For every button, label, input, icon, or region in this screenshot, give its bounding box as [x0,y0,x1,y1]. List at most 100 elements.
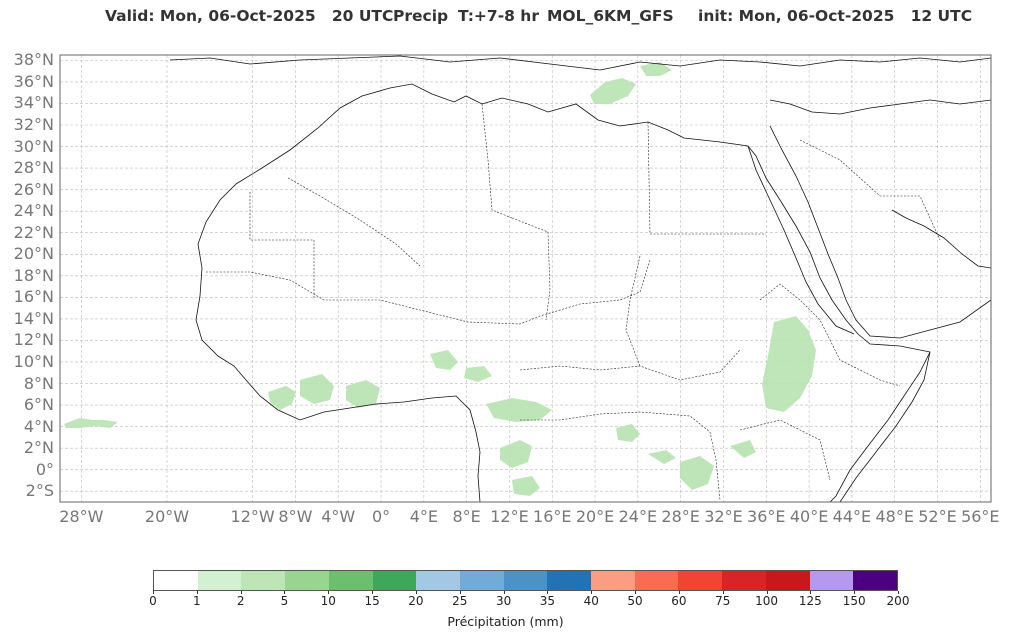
precip-drc [616,424,676,464]
lon-label: 24°E [618,507,658,526]
car-border [519,349,741,381]
colorbar [153,570,898,591]
lead-time: T:+7-8 hr [458,7,539,25]
colorbar-bin [372,571,417,590]
map-frame [59,54,992,503]
init-time: init: Mon, 06-Oct-2025 12 UTC [698,7,973,25]
lat-label: 6°N [23,395,54,415]
chad-sudan-border [625,255,641,367]
lat-label: 20°N [13,244,54,264]
med-north [169,55,991,71]
colorbar-tick-label: 2 [236,594,245,608]
colorbar-tick-label: 60 [671,594,687,608]
colorbar-tick-label: 125 [798,594,822,608]
colorbar-tick [547,591,549,594]
algeria-libya-border [481,103,513,219]
precip-layer [64,62,816,496]
colorbar-tick [722,591,724,594]
colorbar-tick [372,591,374,594]
colorbar-tick-label: 50 [627,594,643,608]
lat-label: 28°N [13,158,54,178]
colorbar-bin [285,571,329,590]
colorbar-bin [591,571,635,590]
colorbar-tick-label: 15 [364,594,380,608]
sahel-border [206,259,651,325]
lon-label: 52°E [918,507,957,526]
colorbar-bin [809,571,854,590]
lat-label: 30°N [13,136,54,156]
colorbar-bin [634,571,679,590]
colorbar-bin [416,571,460,590]
colorbar-bin [197,571,242,590]
colorbar-tick [328,591,330,594]
colorbar-bin [853,571,897,590]
lon-label: 32°E [704,507,743,526]
lat-label: 26°N [13,179,54,199]
colorbar-tick-label: 35 [539,594,556,608]
lon-label: 28°E [661,507,700,526]
lat-label: 38°N [13,50,54,70]
lon-label: 8°W [278,507,313,526]
colorbar-tick [591,591,593,594]
precip-ivory-coast [300,374,334,404]
lat-label: 10°N [13,351,54,371]
precip-cameroon [486,398,552,422]
model-name: MOL_6KM_GFS [547,7,674,25]
colorbar-tick [284,591,286,594]
colorbar-tick-label: 10 [320,594,336,608]
lon-label: 4°W [321,507,356,526]
colorbar-tick [766,591,768,594]
west-africa-coast [195,243,481,502]
lat-label: 18°N [13,265,54,285]
lon-label: 56°E [961,507,1000,526]
red-sea-east [769,125,991,339]
kenya-border [739,419,831,481]
colorbar-bin [328,571,373,590]
precip-nigeria [430,350,492,382]
lat-label: 4°N [23,416,54,436]
lat-label: 34°N [13,93,54,113]
colorbar-bin [722,571,766,590]
colorbar-tick-label: 100 [755,594,778,608]
colorbar-tick [459,591,461,594]
horn-coast [839,351,931,502]
lon-label: 16°E [533,507,572,526]
colorbar-tick-label: 5 [280,594,289,608]
lon-label: 20°W [144,507,190,526]
lon-label: 28°W [59,507,104,526]
lat-label: 32°N [13,115,54,134]
colorbar-tick [678,591,680,594]
colorbar-bin [459,571,504,590]
lon-label: 20°E [575,507,615,526]
lat-label: 2°S [25,481,54,501]
precip-sierra-leone [268,386,296,410]
colorbar-tick [240,591,242,594]
colorbar-tick [415,591,417,594]
colorbar-tick [810,591,812,594]
lat-label: 22°N [13,222,54,242]
lat-label: 24°N [13,201,54,221]
congo-borders [520,411,721,501]
colorbar-tick-label: 30 [495,594,512,608]
lon-label: 40°E [789,507,829,526]
colorbar-bin [678,571,723,590]
arabian-coast-north [769,99,991,115]
red-sea-west [747,145,855,335]
field-name: Precip [393,7,449,25]
lon-label: 48°E [875,507,914,526]
colorbar-tick [898,591,899,594]
lat-label: 2°N [23,438,54,458]
lon-label: 8°E [452,507,481,526]
precip-ghana [346,380,380,408]
colorbar-tick-label: 200 [886,594,910,608]
colorbar-tick [854,591,856,594]
colorbar-tick [503,591,505,594]
lat-label: 36°N [13,71,54,91]
map-background [60,55,991,502]
morocco-algeria-border [287,177,421,267]
gulf-coast [891,209,991,269]
precip-atlantic [64,418,118,428]
borders [206,103,941,501]
precip-greece [590,62,672,104]
